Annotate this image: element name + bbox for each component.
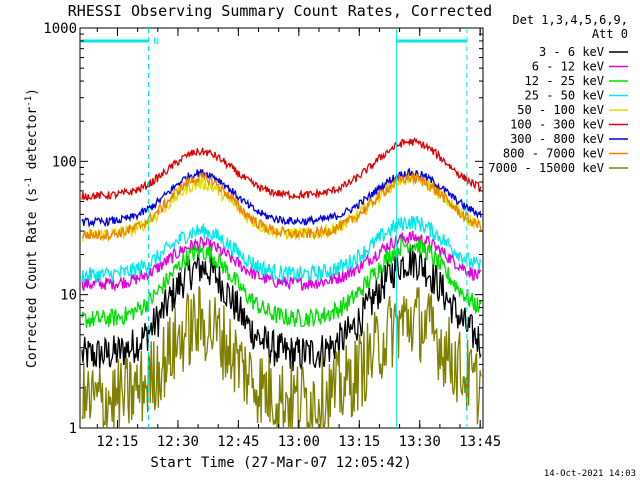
y-tick-label: 10 <box>60 288 77 304</box>
x-tick-label: 13:30 <box>399 434 441 450</box>
x-tick-label: 13:00 <box>278 434 320 450</box>
legend-label: 100 - 300 keV <box>510 118 604 132</box>
y-tick-label: 100 <box>52 154 77 170</box>
legend-label: 800 - 7000 keV <box>503 147 604 161</box>
footer-date: 14-Oct-2021 14:03 <box>544 469 636 479</box>
x-tick-label: 12:30 <box>157 434 199 450</box>
series-line-8 <box>81 286 482 429</box>
y-axis-label: Corrected Count Rate (s-1 detector-1) <box>24 88 40 368</box>
x-tick-label: 12:15 <box>96 434 138 450</box>
legend-label: 7000 - 15000 keV <box>488 161 604 175</box>
legend-header-line2: Att 0 <box>592 27 628 41</box>
legend-label: 25 - 50 keV <box>525 89 604 103</box>
x-tick-label: 13:45 <box>459 434 501 450</box>
legend-label: 50 - 100 keV <box>517 103 604 117</box>
y-tick-label: 1000 <box>43 21 77 37</box>
x-tick-label: 13:15 <box>338 434 380 450</box>
x-axis: 12:15 12:30 12:45 13:00 13:15 13:30 13:45 <box>96 28 501 450</box>
night-markers: N <box>81 28 468 428</box>
legend-label: 6 - 12 keV <box>532 60 604 74</box>
chart-title: RHESSI Observing Summary Count Rates, Co… <box>68 2 492 20</box>
x-axis-label: Start Time (27-Mar-07 12:05:42) <box>150 455 411 471</box>
y-axis: 1 10 100 1000 <box>43 21 483 437</box>
legend-label: 3 - 6 keV <box>539 45 604 59</box>
x-tick-label: 12:45 <box>217 434 259 450</box>
night-flag-label: N <box>154 37 159 47</box>
series-layer <box>81 136 482 429</box>
series-line-3 <box>81 215 482 284</box>
legend-label: 300 - 800 keV <box>510 132 604 146</box>
series-line-5 <box>81 136 482 201</box>
legend-label: 12 - 25 keV <box>525 74 604 88</box>
plot-frame <box>79 27 484 429</box>
legend-header-line1: Det 1,3,4,5,6,9, <box>512 13 628 27</box>
y-tick-label: 1 <box>69 421 77 437</box>
